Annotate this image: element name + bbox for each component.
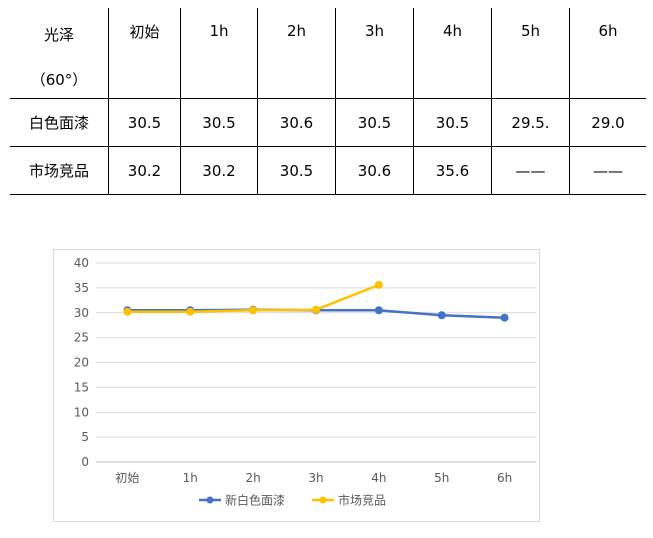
legend-label-0: 新白色面漆 (225, 493, 285, 508)
series-0-point (500, 313, 509, 322)
table-cell: 30.5 (180, 98, 258, 147)
gloss-header-title: 光泽 (43, 26, 74, 44)
table-row: 白色面漆 30.5 30.5 30.6 30.5 30.5 29.5. 29.0 (10, 98, 646, 147)
series-1-point (186, 307, 195, 316)
y-tick-label: 15 (74, 380, 89, 394)
col-header-label: 2h (286, 22, 307, 40)
gloss-header-angle: （60°） (30, 71, 88, 89)
col-header-label: 4h (442, 22, 463, 40)
col-header-label: 初始 (129, 22, 160, 41)
table-header-row: 光泽 （60°） 初始 1h 2h 3h 4h 5h 6h (10, 8, 646, 99)
y-tick-label: 20 (74, 356, 89, 370)
col-header-3: 3h (335, 8, 414, 99)
legend-marker-1 (319, 496, 327, 504)
col-header-2: 2h (257, 8, 336, 99)
x-tick-label: 4h (371, 471, 386, 485)
table-cell: 30.5 (257, 146, 336, 195)
x-tick-label: 2h (246, 471, 261, 485)
row-label: 白色面漆 (10, 98, 109, 147)
table-cell: 30.6 (257, 98, 336, 147)
gloss-header-cell: 光泽 （60°） (10, 8, 109, 99)
series-1-point (312, 305, 320, 314)
legend-marker-0 (206, 496, 214, 504)
col-header-label: 5h (520, 22, 541, 40)
y-tick-label: 25 (74, 331, 89, 345)
col-header-6: 6h (569, 8, 646, 99)
table-cell: 30.6 (335, 146, 414, 195)
series-1-point (123, 307, 132, 316)
y-tick-label: 0 (81, 455, 89, 469)
col-header-5: 5h (491, 8, 570, 99)
table-row: 市场竞品 30.2 30.2 30.5 30.6 35.6 —— —— (10, 146, 646, 195)
col-header-label: 1h (209, 22, 229, 40)
table-cell: 30.2 (180, 146, 258, 195)
x-tick-label: 1h (183, 471, 198, 485)
col-header-4: 4h (413, 8, 492, 99)
table-cell: 29.5. (491, 98, 570, 147)
row-label: 市场竞品 (10, 146, 109, 195)
y-tick-label: 40 (74, 256, 89, 270)
table-cell: —— (569, 146, 646, 195)
col-header-1: 1h (180, 8, 258, 99)
series-0-point (374, 306, 383, 315)
gloss-table: 光泽 （60°） 初始 1h 2h 3h 4h 5h 6h 白色面漆 30.5 … (10, 8, 646, 195)
series-1-point (374, 280, 383, 289)
x-tick-label: 初始 (115, 471, 139, 485)
line-chart: 0 5 10 15 20 25 30 35 40 初始 1h 2h 3h 4h 5h 6h 新白色面漆 市场竞品 (53, 249, 540, 522)
table-cell: —— (491, 146, 570, 195)
y-tick-label: 5 (81, 430, 89, 444)
col-header-label: 3h (364, 22, 385, 40)
table-cell: 29.0 (569, 98, 646, 147)
y-tick-label: 10 (74, 405, 89, 419)
series-0-point (437, 311, 446, 320)
y-tick-label: 35 (74, 281, 89, 295)
table-cell: 30.5 (413, 98, 492, 147)
table-cell: 30.2 (108, 146, 181, 195)
col-header-label: 6h (598, 22, 618, 40)
series-1-point (249, 306, 258, 315)
y-tick-label: 30 (74, 306, 89, 320)
legend-label-1: 市场竞品 (338, 493, 386, 508)
table-cell: 35.6 (413, 146, 492, 195)
table-cell: 30.5 (108, 98, 181, 147)
chart-svg: 0 5 10 15 20 25 30 35 40 初始 1h 2h 3h 4h 5h 6h 新白色面漆 市场竞品 (74, 256, 536, 508)
col-header-0: 初始 (108, 8, 181, 99)
x-tick-label: 5h (434, 471, 449, 485)
table-cell: 30.5 (335, 98, 414, 147)
x-tick-label: 6h (497, 471, 512, 485)
x-tick-label: 3h (308, 471, 323, 485)
